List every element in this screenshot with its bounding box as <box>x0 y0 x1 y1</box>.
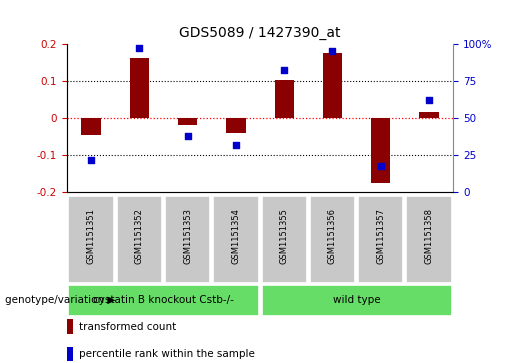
Point <box>135 45 144 51</box>
Text: GSM1151351: GSM1151351 <box>87 208 96 264</box>
Point <box>87 157 95 163</box>
Text: GSM1151356: GSM1151356 <box>328 208 337 264</box>
Bar <box>178 118 197 126</box>
Bar <box>130 58 149 118</box>
Bar <box>226 118 246 133</box>
Text: GSM1151352: GSM1151352 <box>135 208 144 264</box>
Text: GSM1151354: GSM1151354 <box>231 208 241 264</box>
Text: GSM1151355: GSM1151355 <box>280 208 289 264</box>
Point <box>232 142 240 148</box>
Point <box>280 68 288 73</box>
Text: GSM1151353: GSM1151353 <box>183 208 192 264</box>
Text: wild type: wild type <box>333 295 381 305</box>
Bar <box>323 53 342 118</box>
Text: transformed count: transformed count <box>78 322 176 332</box>
Text: percentile rank within the sample: percentile rank within the sample <box>78 349 254 359</box>
Text: cystatin B knockout Cstb-/-: cystatin B knockout Cstb-/- <box>93 295 234 305</box>
Point <box>183 133 192 139</box>
Text: GSM1151358: GSM1151358 <box>424 208 434 264</box>
Point <box>329 48 337 54</box>
Title: GDS5089 / 1427390_at: GDS5089 / 1427390_at <box>179 26 341 40</box>
Bar <box>371 118 390 183</box>
Point <box>425 97 433 103</box>
Text: genotype/variation ▶: genotype/variation ▶ <box>5 295 115 305</box>
Text: GSM1151357: GSM1151357 <box>376 208 385 264</box>
Bar <box>81 118 101 135</box>
Bar <box>419 113 439 118</box>
Point <box>376 163 385 168</box>
Bar <box>274 79 294 118</box>
